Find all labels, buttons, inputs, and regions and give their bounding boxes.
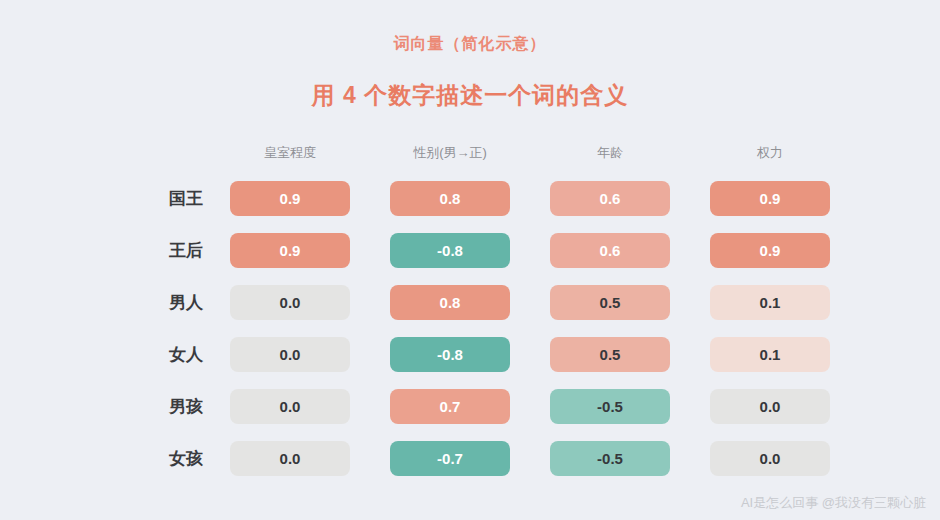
value-cell-r2-c3: 0.1 [710, 285, 830, 320]
value-cell-r3-c0: 0.0 [230, 337, 350, 372]
value-cell-r1-c3: 0.9 [710, 233, 830, 268]
value-cell-r2-c2: 0.5 [550, 285, 670, 320]
value-cell-r5-c3: 0.0 [710, 441, 830, 476]
vector-table: 皇室程度 性别(男→正) 年龄 权力国王 0.9 0.8 0.6 0.9 王后 0.9 -0.8 0.… [110, 142, 830, 476]
chart-title: 词向量（简化示意） [0, 34, 940, 55]
row-label-3: 女人 [123, 337, 203, 372]
row-label-0: 国王 [123, 181, 203, 216]
value-cell-r3-c3: 0.1 [710, 337, 830, 372]
value-cell-r5-c2: -0.5 [550, 441, 670, 476]
value-cell-r0-c3: 0.9 [710, 181, 830, 216]
column-header-1: 性别(男→正) [390, 142, 510, 164]
row-label-4: 男孩 [123, 389, 203, 424]
row-label-1: 王后 [123, 233, 203, 268]
corner-spacer [110, 142, 190, 164]
value-cell-r3-c2: 0.5 [550, 337, 670, 372]
value-cell-r3-c1: -0.8 [390, 337, 510, 372]
value-cell-r4-c2: -0.5 [550, 389, 670, 424]
value-cell-r5-c0: 0.0 [230, 441, 350, 476]
value-cell-r4-c1: 0.7 [390, 389, 510, 424]
column-header-3: 权力 [710, 142, 830, 164]
value-cell-r0-c1: 0.8 [390, 181, 510, 216]
column-header-2: 年龄 [550, 142, 670, 164]
value-cell-r1-c2: 0.6 [550, 233, 670, 268]
value-cell-r5-c1: -0.7 [390, 441, 510, 476]
value-cell-r2-c0: 0.0 [230, 285, 350, 320]
watermark: AI是怎么回事 @我没有三颗心脏 [741, 494, 926, 512]
value-cell-r0-c0: 0.9 [230, 181, 350, 216]
value-cell-r2-c1: 0.8 [390, 285, 510, 320]
word-vector-infographic: 词向量（简化示意） 用 4 个数字描述一个词的含义 皇室程度 性别(男→正) 年龄 权… [0, 0, 940, 520]
row-label-5: 女孩 [123, 441, 203, 476]
value-cell-r1-c1: -0.8 [390, 233, 510, 268]
chart-subtitle: 用 4 个数字描述一个词的含义 [0, 80, 940, 111]
row-label-2: 男人 [123, 285, 203, 320]
value-cell-r0-c2: 0.6 [550, 181, 670, 216]
value-cell-r4-c3: 0.0 [710, 389, 830, 424]
column-header-0: 皇室程度 [230, 142, 350, 164]
value-cell-r1-c0: 0.9 [230, 233, 350, 268]
value-cell-r4-c0: 0.0 [230, 389, 350, 424]
